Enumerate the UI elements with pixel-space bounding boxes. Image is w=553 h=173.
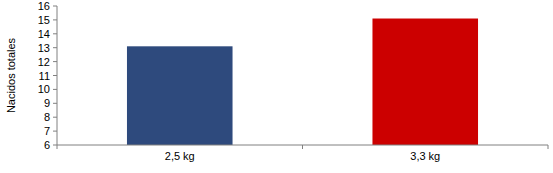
chart: 6 7 8 9 1011 12 13 14 15 16 2,5 kg 3,3 kg Nacidos to… (0, 0, 553, 173)
y-tick-label: 7 (44, 125, 50, 137)
y-tick-label: 11 (39, 70, 50, 82)
y-tick-label: 15 (38, 14, 50, 26)
y-tick (53, 117, 57, 118)
y-tick (53, 103, 57, 104)
y-tick (53, 47, 57, 48)
x-tick (302, 145, 303, 149)
y-tick-label: 14 (38, 28, 50, 40)
x-tick-label: 2,5 kg (165, 150, 195, 162)
bar (127, 46, 233, 145)
y-tick-label: 13 (38, 42, 50, 54)
y-axis-label: Nacidos totales (5, 37, 17, 113)
y-tick-label: 6 (44, 139, 50, 151)
y-tick (53, 33, 57, 34)
x-tick-label: 3,3 kg (410, 150, 440, 162)
bar (372, 19, 478, 145)
y-tick-label: 9 (44, 97, 50, 109)
x-tick (548, 145, 549, 149)
y-tick-label: 10 (38, 83, 50, 95)
y-tick (53, 145, 57, 146)
y-tick-label: 12 (38, 56, 50, 68)
y-tick (53, 131, 57, 132)
y-tick (53, 61, 57, 62)
y-tick (53, 89, 57, 90)
y-tick (53, 6, 57, 7)
y-tick (53, 19, 57, 20)
y-tick (53, 75, 57, 76)
y-tick-label: 8 (44, 111, 50, 123)
x-tick (57, 145, 58, 149)
y-tick-label: 16 (38, 0, 50, 12)
